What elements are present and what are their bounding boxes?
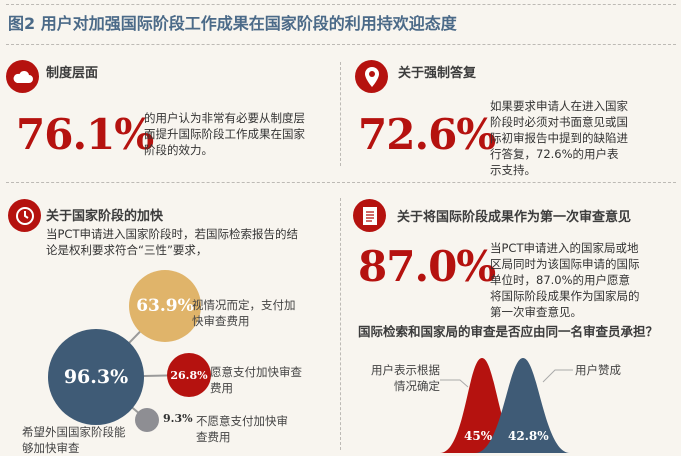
page-title: 图2 用户对加强国际阶段工作成果在国家阶段的利用持欢迎态度 — [8, 14, 457, 33]
bubble-label: 愿意支付加快审查费用 — [210, 365, 302, 395]
section-heading: 关于将国际阶段成果作为第一次审查意见 — [397, 210, 632, 225]
leader-line — [542, 369, 573, 383]
bubble-label: 希望外国国家阶段能够加快审查 — [22, 425, 126, 455]
question: 国际检索和国家局的审查是否应由同一名审查员承担？ — [358, 324, 659, 339]
bell-curves — [440, 358, 573, 453]
stat-description: 当PCT申请进入的国家局或地区局同时为该国际申请的国际单位时，87.0%的用户愿… — [490, 241, 640, 319]
divider — [6, 44, 676, 45]
curve-blue — [475, 358, 570, 453]
bubble-value: 26.8% — [170, 368, 208, 382]
curve-label: 用户表示根据情况确定 — [371, 363, 440, 393]
stat-description: 如果要求申请人在进入国家阶段时必须对书面意见或国际初审报告中提到的缺陷进行答复，… — [490, 99, 628, 177]
curve-label: 用户赞成 — [575, 363, 621, 377]
curve-value: 45% — [464, 429, 493, 443]
section-description: 当PCT申请进入国家阶段时，若国际检索报告的结论是权利要求符合“三性”要求， — [46, 227, 298, 257]
stat-description: 的用户认为非常有必要从制度层面提升国际阶段工作成果在国家阶段的效力。 — [144, 111, 305, 157]
clock-icon — [8, 199, 41, 232]
bubble-value: 96.3% — [63, 366, 129, 388]
bubble-value: 9.3% — [163, 412, 193, 425]
bubble-label: 视情况而定，支付加快审查费用 — [192, 298, 296, 328]
document-icon — [353, 199, 386, 232]
bubble-96-3: 96.3% — [48, 329, 144, 425]
divider — [6, 182, 676, 183]
stat-value: 87.0% — [358, 242, 496, 291]
divider — [340, 62, 341, 166]
divider — [340, 198, 341, 450]
section-heading: 关于国家阶段的加快 — [46, 209, 164, 224]
stat-value: 72.6% — [358, 110, 496, 159]
bubble-63-9: 63.9% — [129, 270, 201, 342]
bubble-9-3 — [135, 408, 159, 432]
bubble-label: 不愿意支付加快审查费用 — [196, 414, 288, 444]
cloud-icon — [6, 60, 39, 93]
divider — [6, 4, 676, 5]
section-heading: 关于强制答复 — [398, 66, 477, 81]
bubble-value: 63.9% — [136, 296, 194, 316]
location-pin-icon — [355, 60, 388, 93]
stat-value: 76.1% — [16, 110, 154, 159]
bubble-26-8: 26.8% — [167, 353, 211, 397]
leader-line — [440, 379, 469, 388]
section-heading: 制度层面 — [46, 66, 99, 81]
curve-value: 42.8% — [508, 429, 549, 443]
